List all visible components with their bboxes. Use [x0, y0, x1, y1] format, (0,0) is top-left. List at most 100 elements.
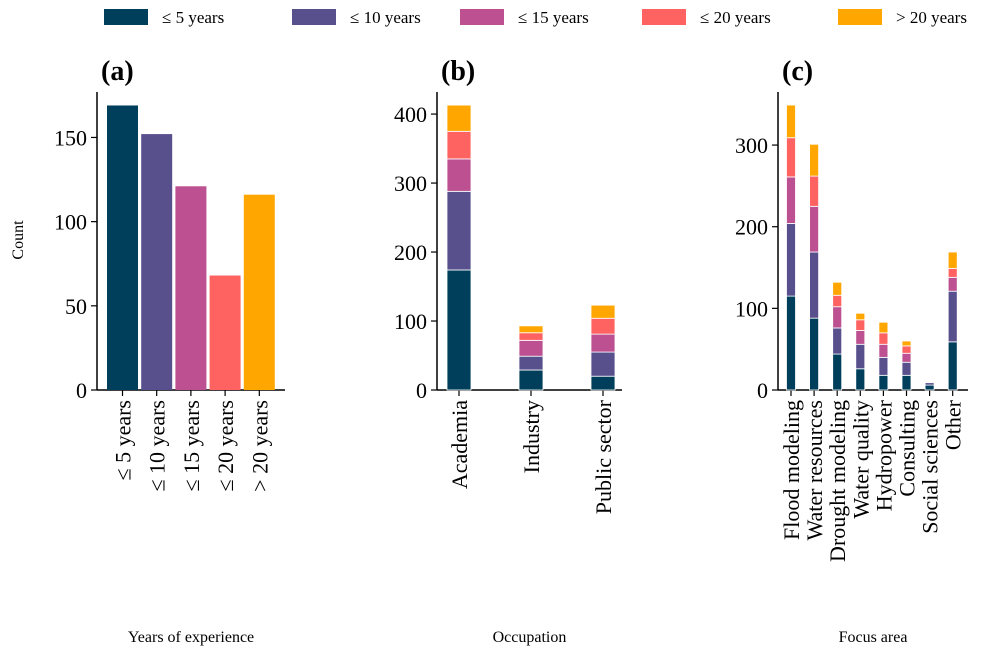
legend-swatch: [104, 9, 148, 25]
panel-title: (a): [101, 56, 134, 87]
bar-segment: [590, 351, 616, 377]
y-tick-label: 100: [394, 309, 427, 334]
bar: [175, 186, 207, 390]
bar-segment: [901, 361, 912, 376]
bar-segment: [855, 319, 866, 331]
bar-segment: [878, 332, 889, 345]
y-tick-label: 200: [735, 215, 768, 240]
bar-segment: [590, 304, 616, 319]
x-tick-label: Academia: [447, 400, 472, 489]
bar-segment: [809, 205, 819, 253]
x-axis-label: Occupation: [493, 629, 567, 646]
x-tick-label: Industry: [519, 400, 544, 473]
bar-segment: [786, 104, 796, 139]
y-axis-label: Count: [10, 220, 27, 260]
y-tick-label: 0: [76, 378, 87, 403]
bar-segment: [809, 251, 819, 319]
legend-swatch: [460, 9, 504, 25]
x-tick-label: Other: [941, 399, 966, 450]
bar-segment: [446, 130, 472, 160]
x-tick-label: ≤ 10 years: [145, 400, 170, 492]
bar-segment: [518, 325, 544, 334]
y-tick-label: 100: [54, 210, 87, 235]
bar-segment: [855, 343, 866, 370]
bar-segment: [518, 369, 544, 391]
bar-segment: [809, 143, 819, 177]
panel-title: (c): [782, 56, 813, 87]
bar-segment: [901, 352, 912, 363]
bar: [107, 105, 138, 390]
y-tick-label: 300: [394, 171, 427, 196]
y-tick-label: 0: [416, 378, 427, 403]
bar-segment: [947, 276, 958, 292]
x-tick-label: Water resources: [802, 400, 827, 541]
x-tick-label: Flood modeling: [779, 400, 804, 540]
bar-segment: [855, 329, 866, 345]
bar-segment: [947, 267, 958, 278]
bar-segment: [947, 290, 958, 343]
bar: [209, 275, 241, 390]
bar-segment: [901, 340, 912, 347]
x-tick-label: ≤ 20 years: [213, 400, 238, 492]
bar-segment: [518, 332, 544, 341]
y-tick-label: 200: [394, 240, 427, 265]
bar-segment: [446, 190, 472, 271]
legend-label: ≤ 20 years: [700, 8, 771, 27]
bar-segment: [901, 345, 912, 354]
bar-segment: [878, 343, 889, 358]
bar: [141, 134, 173, 390]
y-tick-label: 50: [65, 294, 87, 319]
bar-segment: [590, 333, 616, 353]
bar-segment: [924, 380, 935, 383]
legend-swatch: [642, 9, 686, 25]
x-tick-label: Consulting: [895, 400, 920, 497]
bar-segment: [786, 295, 796, 391]
bar-segment: [446, 158, 472, 192]
bar-segment: [446, 269, 472, 391]
x-tick-label: Drought modeling: [825, 400, 850, 562]
x-tick-label: Hydropower: [871, 399, 896, 511]
x-tick-label: > 20 years: [247, 400, 272, 492]
y-tick-label: 0: [757, 378, 768, 403]
legend-swatch: [838, 9, 882, 25]
legend-label: ≤ 15 years: [518, 8, 589, 27]
y-tick-label: 100: [735, 296, 768, 321]
legend-swatch: [292, 9, 336, 25]
bar-segment: [832, 353, 843, 391]
bar-segment: [878, 321, 889, 334]
legend-label: ≤ 5 years: [162, 8, 224, 27]
bar-segment: [901, 374, 912, 391]
bar-segment: [855, 368, 866, 391]
y-tick-label: 150: [54, 125, 87, 150]
bar-segment: [786, 137, 796, 178]
bar-segment: [947, 341, 958, 391]
bar-segment: [832, 294, 843, 308]
x-axis-label: Years of experience: [128, 629, 254, 646]
y-tick-label: 300: [735, 133, 768, 158]
bar-segment: [832, 327, 843, 355]
bar-segment: [786, 176, 796, 224]
panel-title: (b): [441, 56, 475, 87]
bar-segment: [878, 356, 889, 376]
bar-segment: [832, 281, 843, 296]
bar-segment: [786, 223, 796, 297]
y-tick-label: 400: [394, 102, 427, 127]
bar-segment: [590, 317, 616, 335]
x-tick-label: Social sciences: [918, 400, 943, 534]
bar-segment: [446, 104, 472, 132]
bar-segment: [832, 306, 843, 329]
x-tick-label: Water quality: [848, 400, 873, 519]
x-tick-label: ≤ 15 years: [179, 400, 204, 492]
bar: [243, 194, 275, 390]
bar-segment: [878, 374, 889, 391]
bar-segment: [924, 384, 935, 391]
legend-label: > 20 years: [896, 8, 967, 27]
x-axis-label: Focus area: [839, 629, 908, 646]
x-tick-label: ≤ 5 years: [111, 400, 136, 481]
bar-segment: [809, 175, 819, 207]
bar-segment: [518, 355, 544, 371]
legend-label: ≤ 10 years: [350, 8, 421, 27]
bar-segment: [947, 251, 958, 269]
bar-segment: [809, 317, 819, 391]
